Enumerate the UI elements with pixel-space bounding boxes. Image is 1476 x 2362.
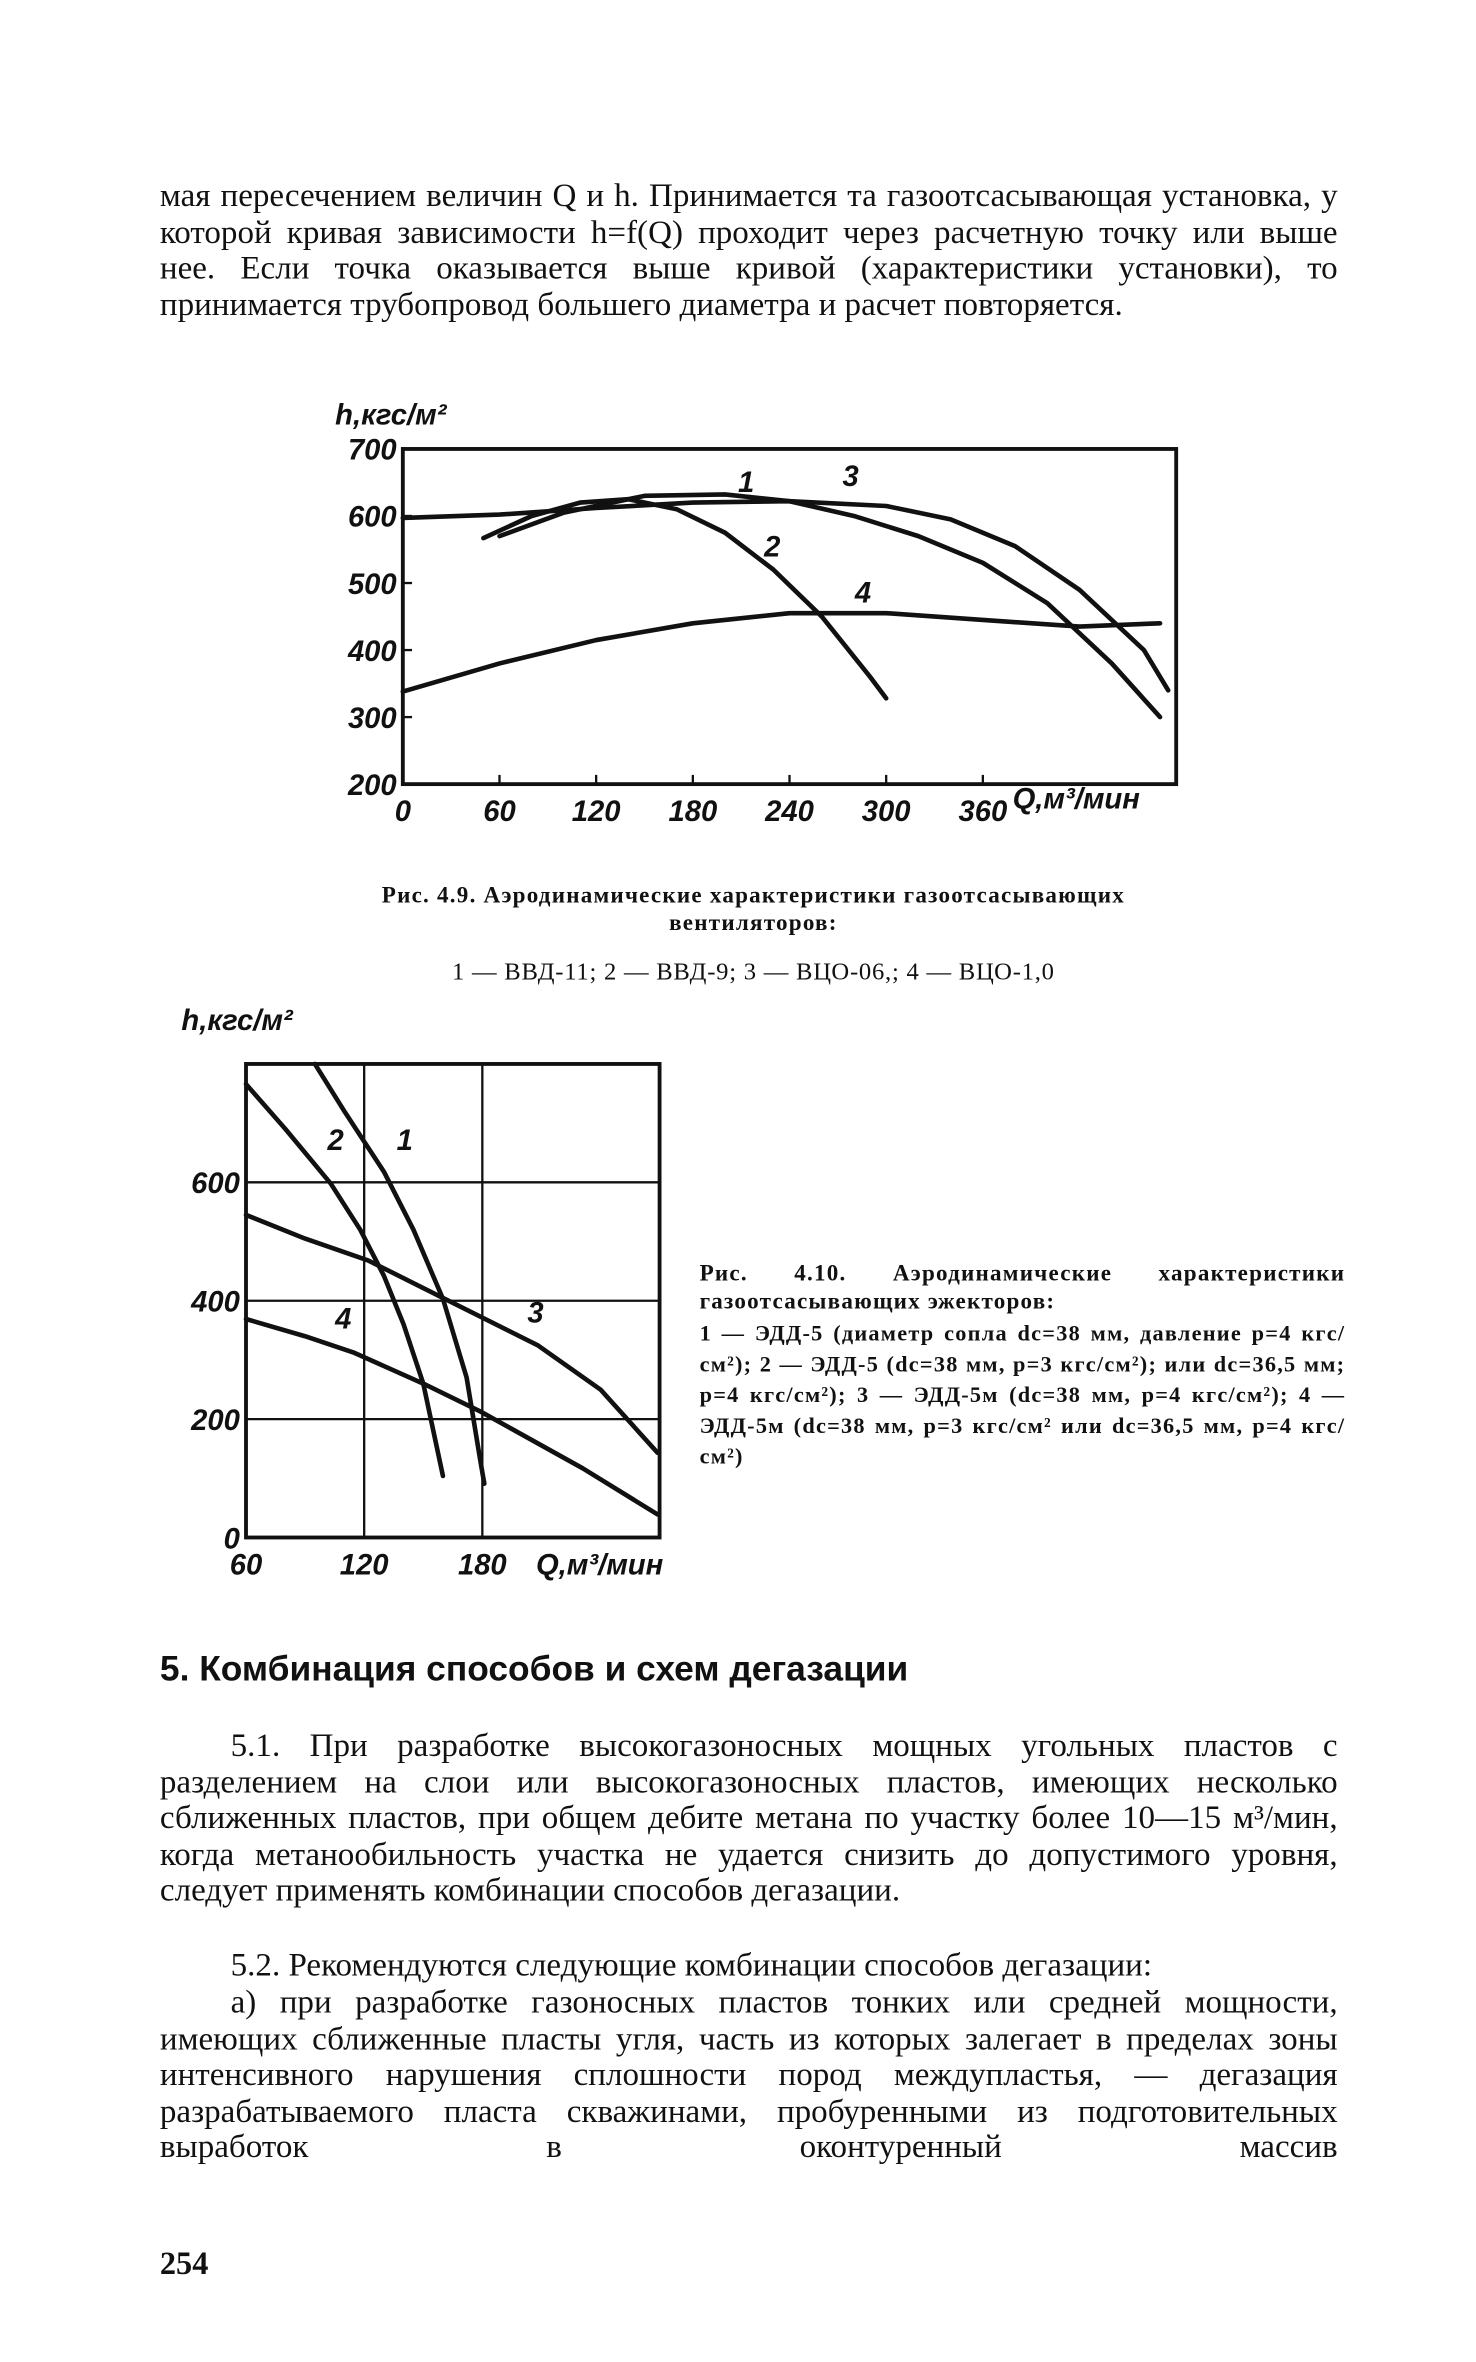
curve — [243, 1212, 660, 1456]
curve — [481, 496, 889, 701]
paragraph: а) при разработке газоносных пластов тон… — [159, 1983, 1338, 2166]
curve-label: 1 — [397, 1125, 413, 1157]
paragraph: 5.1. При разработке высокогазоносных мощ… — [159, 1726, 1338, 1909]
curve-label: 3 — [527, 1297, 543, 1329]
y-tick-label: 0 — [224, 1523, 240, 1555]
section-heading: 5. Комбинация способов и схем дегазации — [159, 1648, 909, 1689]
y-tick-label: 600 — [348, 502, 397, 534]
x-tick-label: 180 — [668, 796, 717, 828]
y-axis-label: h,кгс/м² — [335, 399, 448, 431]
curve — [400, 610, 1163, 694]
curve-label: 2 — [326, 1125, 343, 1157]
curve-label: 1 — [738, 467, 754, 499]
plot-frame — [244, 1062, 662, 1540]
curve — [243, 1081, 446, 1479]
y-tick-label: 400 — [347, 636, 397, 668]
curve-label: 4 — [334, 1303, 351, 1335]
x-axis-label: Q,м³/мин — [1013, 784, 1141, 816]
figure-caption: Рис. 4.9. Аэродинамические характеристик… — [381, 884, 1125, 937]
plot-frame — [400, 447, 1179, 787]
y-tick-label: 700 — [348, 435, 397, 467]
x-tick-label: 120 — [340, 1549, 389, 1581]
x-tick-label: 0 — [395, 796, 411, 828]
curve — [497, 492, 1163, 720]
y-tick-label: 600 — [191, 1168, 240, 1200]
figure-legend: 1 — ВВД-11; 2 — ВВД-9; 3 — ВЦО-06,; 4 — … — [452, 959, 1055, 986]
figure-legend: 1 — ЭДД-5 (диаметр сопла dс=38 мм, давле… — [699, 1322, 1346, 1470]
y-tick-label: 200 — [190, 1405, 240, 1437]
y-tick-label: 300 — [348, 703, 397, 735]
page-number: 254 — [159, 2244, 209, 2282]
x-tick-label: 60 — [483, 796, 515, 828]
x-tick-label: 360 — [958, 796, 1007, 828]
figure-caption: Рис. 4.10. Аэродинамические характеристи… — [699, 1262, 1346, 1315]
curve-label: 3 — [843, 461, 859, 493]
curve-label: 4 — [854, 578, 871, 610]
y-tick-label: 400 — [190, 1286, 240, 1318]
x-axis-label: Q,м³/мин — [536, 1549, 664, 1581]
x-tick-label: 240 — [764, 796, 814, 828]
y-axis-label: h,кгс/м² — [181, 1005, 294, 1037]
x-tick-label: 180 — [458, 1549, 507, 1581]
curve — [243, 1316, 660, 1517]
y-tick-label: 500 — [348, 569, 397, 601]
x-tick-label: 300 — [862, 796, 911, 828]
curve-label: 2 — [763, 532, 780, 564]
y-tick-label: 200 — [347, 770, 397, 802]
curve — [400, 498, 1171, 693]
x-tick-label: 60 — [230, 1549, 262, 1581]
paragraph: 5.2. Рекомендуются следующие комбинации … — [230, 1946, 1153, 1984]
paragraph: мая пересечением величин Q и h. Принимае… — [159, 176, 1338, 323]
curve — [312, 1061, 487, 1486]
x-tick-label: 120 — [572, 796, 621, 828]
